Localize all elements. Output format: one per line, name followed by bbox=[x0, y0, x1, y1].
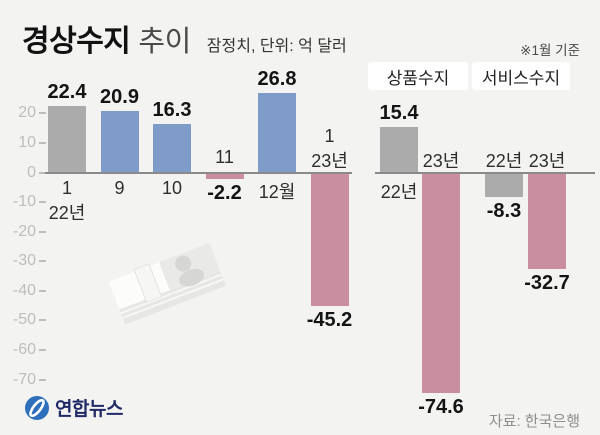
bar-comparison-2 bbox=[422, 172, 460, 394]
zero-axis-line-comparison bbox=[375, 171, 595, 174]
bar-category-label: 23년 bbox=[311, 150, 348, 171]
bar-category-label: 1 bbox=[324, 125, 335, 146]
page-title-suffix: 추이 bbox=[138, 26, 191, 58]
bar-monthly-5 bbox=[258, 93, 296, 173]
bar-value-label: 22.4 bbox=[47, 81, 87, 104]
bar-value-label: 20.9 bbox=[100, 85, 139, 108]
bar-value-label: -45.2 bbox=[306, 309, 353, 332]
yonhap-logo: 연합뉴스 bbox=[24, 394, 123, 421]
y-tick-dash bbox=[39, 319, 46, 322]
bar-category-label: 22년 bbox=[485, 150, 523, 171]
yonhap-logo-text: 연합뉴스 bbox=[55, 399, 123, 420]
bar-monthly-1 bbox=[48, 106, 86, 173]
bar-category-label: 11 bbox=[215, 146, 234, 167]
bar-category-label: 9 bbox=[114, 177, 125, 198]
bar-value-label: -32.7 bbox=[524, 272, 570, 295]
y-tick-label: 20 bbox=[18, 104, 36, 122]
bar-value-label: 26.8 bbox=[257, 68, 297, 91]
y-tick-dash bbox=[39, 201, 46, 204]
y-tick-dash bbox=[39, 289, 46, 292]
y-tick-label: -20 bbox=[12, 222, 36, 240]
legend-item-services: 서비스수지 bbox=[472, 62, 570, 90]
bar-value-label: -2.2 bbox=[207, 182, 242, 204]
bar-category-label: 22년 bbox=[48, 202, 86, 223]
bar-category-label: 23년 bbox=[528, 150, 566, 171]
bar-category-label: 1 bbox=[61, 177, 72, 198]
zero-axis-line-monthly bbox=[45, 171, 352, 174]
y-tick-dash bbox=[39, 141, 46, 144]
bar-comparison-1 bbox=[380, 126, 418, 173]
y-tick-label: -30 bbox=[12, 252, 36, 270]
page-title: 경상수지 bbox=[22, 25, 131, 58]
y-tick-label: -40 bbox=[12, 281, 36, 299]
bar-category-label: 22년 bbox=[380, 181, 418, 202]
yonhap-logo-icon bbox=[25, 395, 49, 420]
y-tick-dash bbox=[39, 171, 46, 174]
bar-comparison-3 bbox=[485, 172, 523, 198]
bar-monthly-4 bbox=[205, 172, 244, 179]
y-tick-label: 0 bbox=[27, 163, 36, 181]
header: 경상수지 추이 잠정치, 단위: 억 달러 bbox=[22, 16, 347, 60]
y-tick-label: 10 bbox=[18, 133, 36, 151]
y-tick-dash bbox=[39, 260, 46, 263]
bar-monthly-6 bbox=[310, 172, 349, 307]
bar-monthly-2 bbox=[100, 110, 139, 173]
bar-category-label: 23년 bbox=[422, 150, 460, 171]
banknote-stack-icon bbox=[109, 243, 226, 324]
y-tick-dash bbox=[39, 378, 46, 381]
legend-item-goods: 상품수지 bbox=[368, 62, 468, 90]
bar-value-label: -74.6 bbox=[418, 396, 464, 419]
bar-category-label: 12월 bbox=[258, 181, 296, 202]
bar-monthly-3 bbox=[153, 124, 191, 173]
bar-value-label: 15.4 bbox=[379, 101, 419, 124]
bar-category-label: 10 bbox=[161, 177, 183, 198]
date-note: ※1월 기준 bbox=[520, 43, 580, 58]
y-tick-label: -10 bbox=[12, 193, 36, 211]
source-credit: 자료: 한국은행 bbox=[488, 413, 580, 430]
y-tick-dash bbox=[39, 230, 46, 233]
y-tick-dash bbox=[39, 348, 46, 351]
y-tick-label: -60 bbox=[12, 340, 36, 358]
title-subtitle: 잠정치, 단위: 억 달러 bbox=[206, 38, 347, 55]
bar-comparison-4 bbox=[528, 172, 566, 270]
y-tick-label: -70 bbox=[12, 370, 36, 388]
bar-value-label: -8.3 bbox=[486, 200, 522, 223]
y-tick-dash bbox=[39, 112, 46, 115]
y-tick-label: -50 bbox=[12, 311, 36, 329]
bar-value-label: 16.3 bbox=[152, 99, 192, 122]
